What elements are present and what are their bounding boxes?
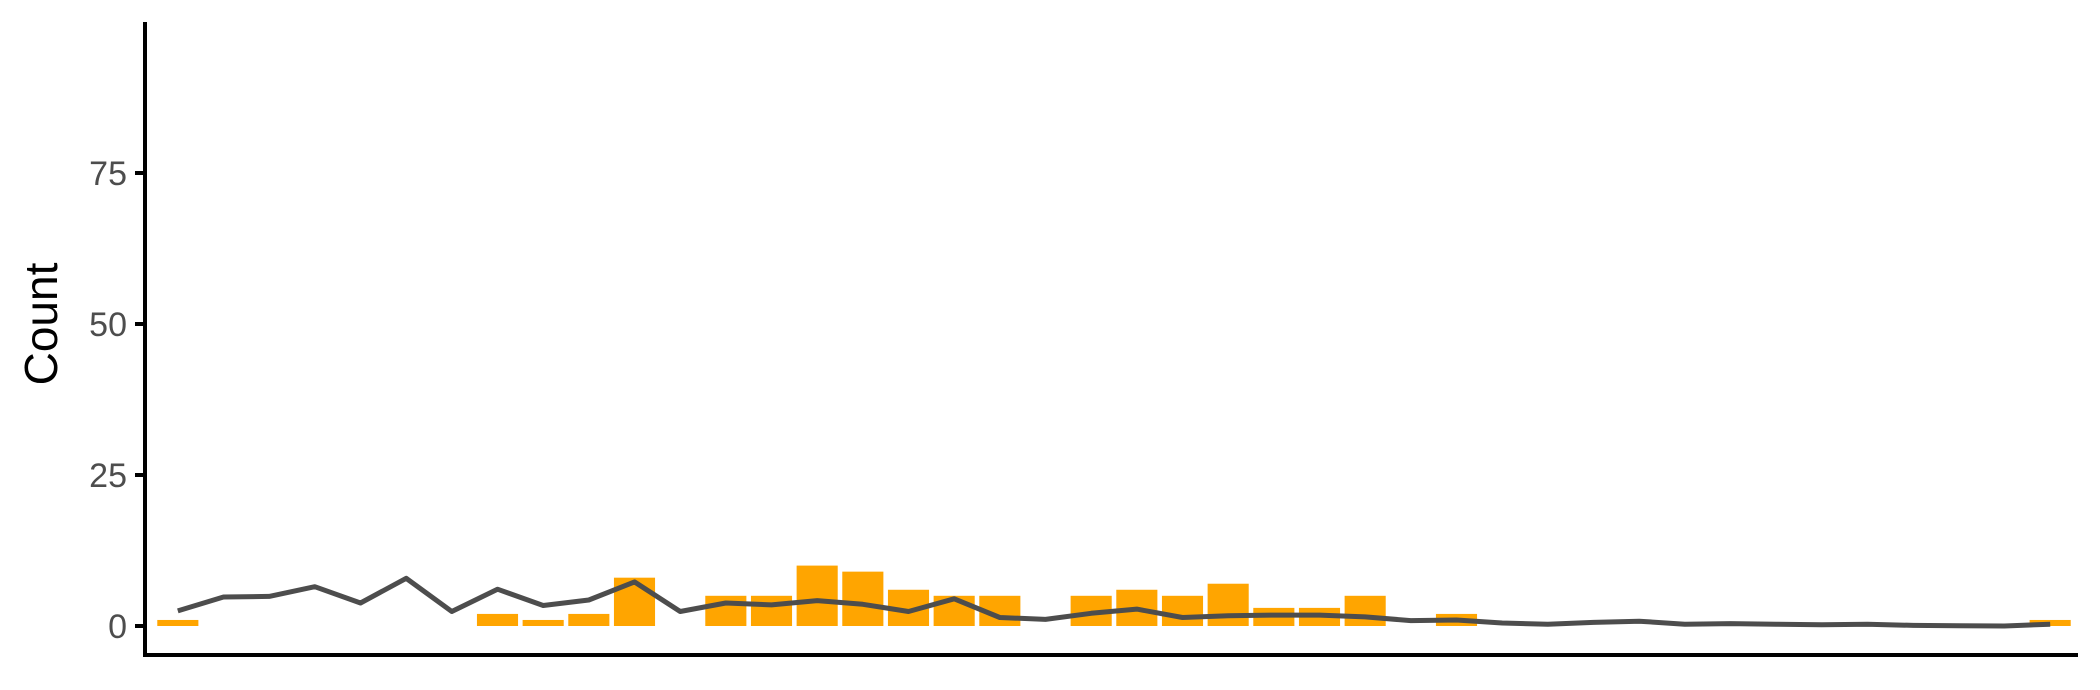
bars-layer [157, 565, 2071, 626]
y-tick-label: 0 [108, 608, 127, 646]
bar [157, 619, 199, 626]
y-tick-label: 75 [89, 155, 127, 193]
bar [1344, 595, 1386, 626]
bar [2029, 619, 2071, 626]
line-layer [177, 575, 2051, 629]
bar [568, 613, 610, 626]
bar [705, 595, 747, 626]
y-axis-title: Count [15, 262, 67, 385]
series-line [177, 575, 2051, 629]
bar [1207, 583, 1249, 626]
y-ticks: 0 25 50 75 [89, 155, 145, 646]
y-tick-label: 50 [89, 306, 127, 344]
bar [750, 595, 793, 626]
y-tick-label: 25 [89, 457, 127, 495]
axes-layer [143, 22, 2078, 657]
bar [796, 565, 838, 626]
bar [476, 613, 519, 626]
bar [522, 619, 564, 626]
bar [842, 571, 884, 626]
bar [1161, 595, 1204, 626]
